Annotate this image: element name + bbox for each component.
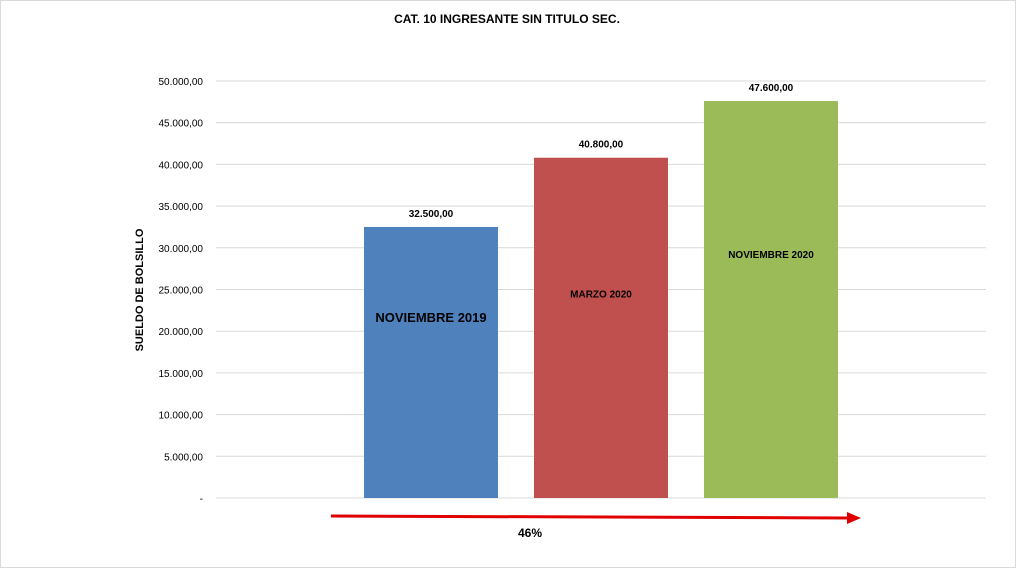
growth-arrow-head [847, 512, 861, 524]
y-tick-label: 25.000,00 [159, 286, 204, 297]
y-tick-label: 45.000,00 [159, 119, 204, 130]
y-tick-label: 20.000,00 [159, 327, 204, 338]
y-tick-label: 50.000,00 [159, 77, 204, 88]
y-tick-label: - [200, 494, 203, 505]
y-tick-label: 10.000,00 [159, 411, 204, 422]
bar [364, 226, 498, 498]
bar-category-label: MARZO 2020 [570, 290, 632, 301]
y-tick-label: 15.000,00 [159, 369, 204, 380]
bar-value-label: 32.500,00 [409, 209, 454, 220]
bar [704, 101, 838, 499]
y-tick-label: 30.000,00 [159, 244, 204, 255]
y-axis-label: SUELDO DE BOLSILLO [134, 228, 146, 351]
growth-arrow-line [330, 514, 848, 520]
y-tick-label: 35.000,00 [159, 202, 204, 213]
bar-value-label: 47.600,00 [749, 83, 794, 94]
bars: 32.500,00 NOVIEMBRE 2019 40.800,00 MARZO 20… [364, 83, 838, 499]
growth-annotation: 46% [330, 512, 861, 540]
bar [534, 157, 668, 498]
y-tick-labels: - 5.000,00 10.000,00 15.000,00 20.000,00 25.0… [159, 77, 204, 505]
y-tick-label: 5.000,00 [164, 452, 203, 463]
chart-title: CAT. 10 INGRESANTE SIN TITULO SEC. [394, 12, 620, 26]
bar-value-label: 40.800,00 [579, 140, 624, 151]
y-tick-label: 40.000,00 [159, 160, 204, 171]
bar-category-label: NOVIEMBRE 2020 [728, 250, 814, 261]
bar-category-label: NOVIEMBRE 2019 [375, 310, 486, 325]
growth-percentage-label: 46% [518, 526, 542, 540]
